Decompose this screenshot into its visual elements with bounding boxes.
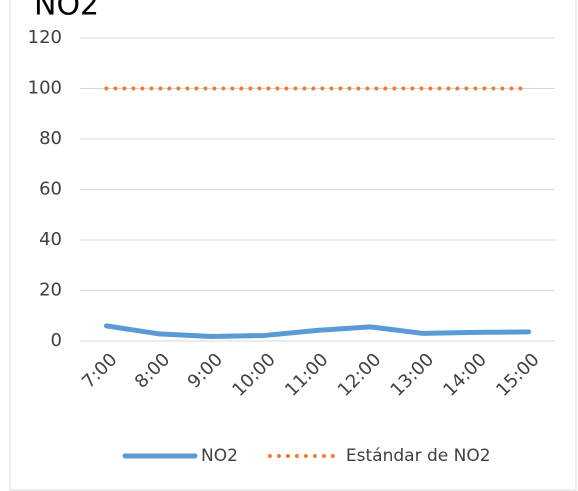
- y-tick-label: 60: [39, 179, 62, 200]
- y-tick-label: 80: [39, 128, 62, 149]
- legend-label: Estándar de NO2: [346, 446, 491, 466]
- y-tick-label: 0: [51, 330, 62, 351]
- legend-label: NO2: [201, 446, 238, 466]
- y-tick-label: 20: [39, 280, 62, 301]
- y-tick-label: 40: [39, 229, 62, 250]
- y-tick-label: 120: [28, 27, 62, 48]
- y-tick-label: 100: [28, 78, 62, 99]
- chart-frame: [9, 0, 577, 491]
- chart-title: NO2: [34, 0, 99, 23]
- series-line: [103, 323, 532, 339]
